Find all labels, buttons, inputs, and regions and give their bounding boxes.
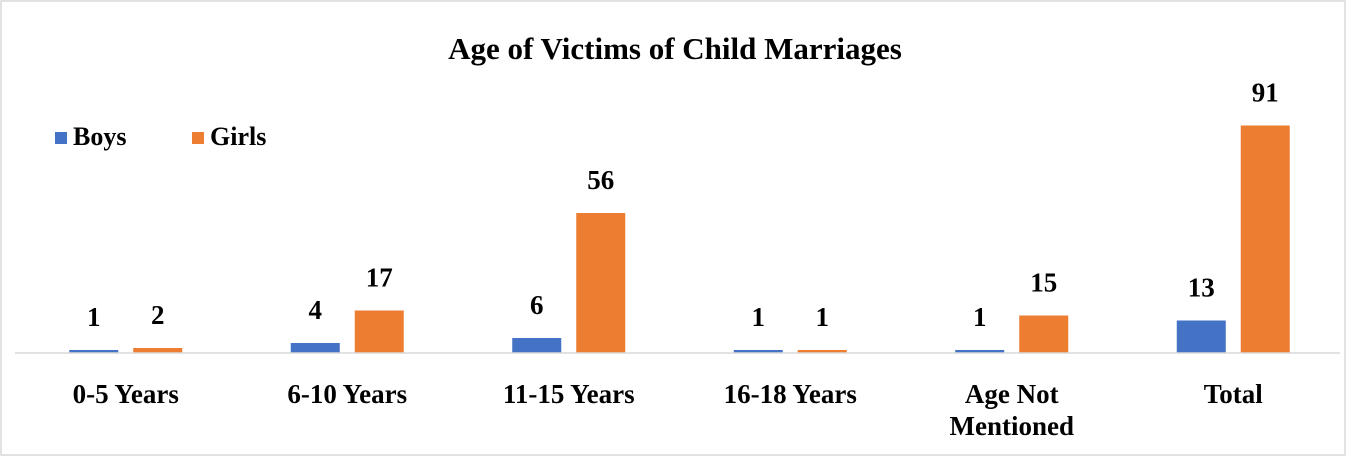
- data-label: 1: [752, 302, 766, 332]
- x-tick-label: 11-15 Years: [502, 379, 635, 409]
- bar: [133, 348, 183, 353]
- data-label: 13: [1188, 273, 1215, 303]
- bar: [69, 350, 119, 353]
- legend-swatch: [192, 132, 204, 144]
- data-label: 17: [366, 263, 393, 293]
- bar: [797, 350, 847, 353]
- bar: [733, 350, 783, 353]
- bar: [1176, 320, 1226, 353]
- data-label: 91: [1252, 78, 1279, 108]
- data-label: 1: [87, 302, 101, 332]
- x-tick-label: Total: [1203, 379, 1263, 409]
- bar: [1019, 315, 1069, 353]
- legend-swatch: [55, 132, 67, 144]
- bar: [576, 213, 626, 353]
- x-tick-label: 6-10 Years: [287, 379, 408, 409]
- data-label: 1: [816, 302, 830, 332]
- bar: [1240, 125, 1290, 353]
- legend-label: Boys: [73, 122, 126, 151]
- data-label: 2: [151, 300, 165, 330]
- bar: [955, 350, 1005, 353]
- data-label: 4: [309, 295, 323, 325]
- data-label: 6: [530, 290, 544, 320]
- legend-label: Girls: [210, 122, 266, 151]
- data-label: 15: [1030, 268, 1057, 298]
- bar: [290, 343, 340, 353]
- bar: [512, 338, 562, 353]
- chart-title: Age of Victims of Child Marriages: [448, 31, 902, 66]
- x-tick-label: Age Not Mentioned: [949, 379, 1075, 441]
- x-tick-label: 0-5 Years: [72, 379, 179, 409]
- x-tick-label: 16-18 Years: [723, 379, 857, 409]
- data-label: 56: [587, 165, 614, 195]
- data-label: 1: [973, 302, 987, 332]
- bar: [354, 310, 404, 353]
